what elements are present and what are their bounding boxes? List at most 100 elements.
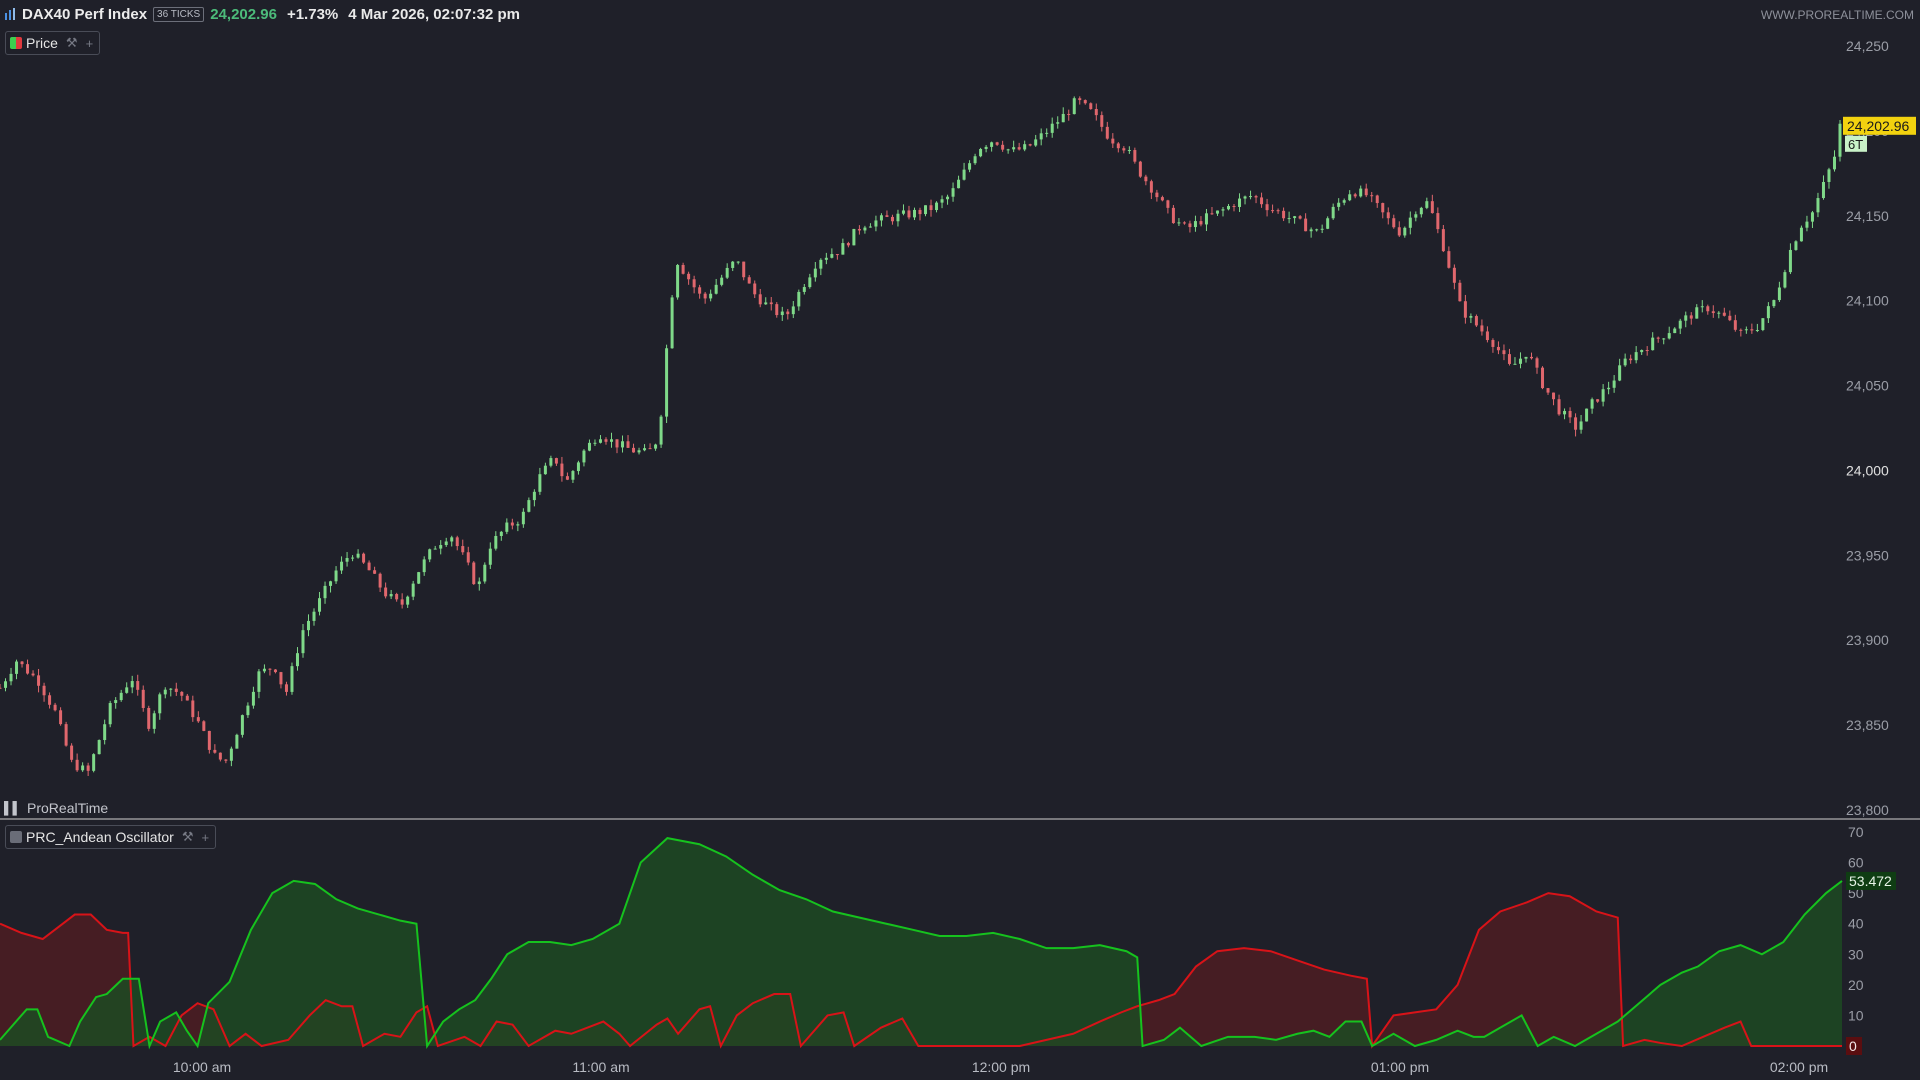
candle-body: [213, 749, 217, 753]
candle-body: [1766, 306, 1770, 319]
candle-body: [345, 558, 349, 562]
candle-body: [764, 302, 768, 305]
candle-body: [158, 694, 162, 714]
candle-body: [576, 462, 580, 472]
candle-body: [1761, 318, 1765, 330]
wrench-icon[interactable]: ⚒: [65, 35, 78, 50]
oscillator-axis-tick: 60: [1848, 855, 1864, 871]
candle-body: [1254, 196, 1258, 198]
candle-body: [1243, 196, 1247, 199]
candle-body: [979, 148, 983, 157]
candle-body: [1331, 206, 1335, 219]
candle-body: [301, 630, 305, 654]
candle-body: [896, 213, 900, 222]
candle-body: [422, 559, 426, 573]
candle-body: [1640, 350, 1644, 353]
price-pane-label[interactable]: Price ⚒ +: [5, 31, 101, 55]
candle-body: [670, 297, 674, 349]
candle-body: [962, 169, 966, 180]
candle-body: [643, 448, 647, 451]
candle-body: [1629, 358, 1633, 361]
candle-body: [1502, 350, 1506, 355]
candle-body: [1166, 200, 1170, 208]
watermark: ▌▌ ProRealTime: [4, 800, 108, 816]
add-icon[interactable]: +: [85, 35, 94, 51]
oscillator-axis-tick: 70: [1848, 824, 1864, 840]
time-axis-tick: 02:00 pm: [1770, 1059, 1828, 1075]
axes: 23,800 23,850 23,900 23,950 24,000 24,050 24,1…: [173, 38, 1916, 1075]
candle-body: [654, 444, 658, 449]
candle-body: [1832, 156, 1836, 170]
candle-body: [1392, 218, 1396, 228]
candle-body: [4, 681, 8, 688]
candle-body: [874, 220, 878, 227]
candle-body: [284, 684, 288, 692]
candle-body: [802, 287, 806, 292]
candle-body: [1221, 209, 1225, 211]
candle-body: [1706, 306, 1710, 312]
candle-body: [318, 598, 322, 612]
candle-body: [736, 261, 740, 263]
candle-body: [444, 541, 448, 546]
candle-body: [1149, 181, 1153, 193]
candle-body: [929, 205, 933, 211]
price-axis-tick: 24,050: [1846, 378, 1889, 394]
candle-body: [411, 583, 415, 597]
candle-body: [714, 284, 718, 294]
candle-body: [1155, 192, 1159, 198]
candle-body: [1601, 389, 1605, 402]
oscillator-axis-tick: 30: [1848, 946, 1864, 962]
candle-body: [1821, 181, 1825, 199]
oscillator-pane-label[interactable]: PRC_Andean Oscillator ⚒ +: [5, 825, 217, 849]
add-icon[interactable]: +: [201, 829, 210, 845]
candle-body: [246, 705, 250, 716]
candle-body: [725, 267, 729, 278]
candle-body: [1232, 206, 1236, 208]
candle-body: [1287, 218, 1291, 220]
candle-body: [103, 724, 107, 741]
candle-body: [1315, 229, 1319, 231]
candle-body: [1001, 144, 1005, 150]
candle-body: [1083, 100, 1087, 104]
candle-body: [367, 562, 371, 571]
candle-body: [1171, 207, 1175, 224]
candle-body: [797, 291, 801, 307]
tick-interval-badge[interactable]: 36 TICKS: [153, 6, 205, 22]
candle-body: [279, 672, 283, 685]
candle-body: [1744, 329, 1748, 331]
candle-body: [769, 302, 773, 305]
percent-change: +1.73%: [286, 5, 339, 23]
candle-body: [1193, 221, 1197, 228]
candle-body: [1017, 147, 1021, 150]
candle-body: [1634, 352, 1638, 361]
candle-body: [362, 553, 366, 563]
candle-body: [273, 669, 277, 673]
oscillator-axis-tick: 40: [1848, 916, 1864, 932]
candle-body: [455, 537, 459, 547]
candle-body: [940, 199, 944, 203]
candle-body: [329, 581, 333, 586]
candle-body: [1546, 388, 1550, 393]
candle-body: [935, 202, 939, 211]
instrument-name[interactable]: DAX40 Perf Index: [22, 5, 148, 23]
candle-body: [1034, 139, 1038, 146]
candle-body: [1056, 122, 1060, 124]
candle-body: [1810, 212, 1814, 222]
candle-body: [841, 243, 845, 255]
candle-body: [1375, 195, 1379, 204]
site-url[interactable]: WWW.PROREALTIME.COM: [1760, 8, 1914, 22]
candle-body: [830, 254, 834, 258]
candle-body: [1700, 306, 1704, 308]
candle-body: [1298, 216, 1302, 219]
candle-body: [1816, 198, 1820, 213]
candle-body: [1441, 229, 1445, 252]
wrench-icon[interactable]: ⚒: [181, 829, 194, 844]
prorealtime-logo-icon: [4, 7, 18, 21]
time-axis-tick: 11:00 am: [572, 1059, 629, 1075]
candle-body: [1210, 213, 1214, 215]
candle-body: [1397, 227, 1401, 236]
last-price-badge-text: 24,202.96: [1847, 118, 1909, 134]
candle-body: [1673, 328, 1677, 334]
candle-body: [1799, 227, 1803, 242]
